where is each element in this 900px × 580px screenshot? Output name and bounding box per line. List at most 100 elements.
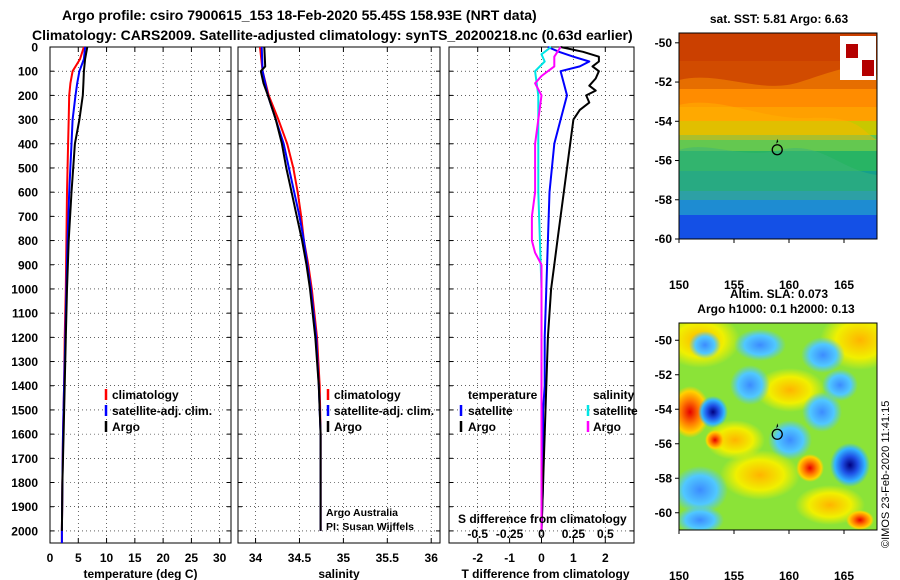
- sla-eddy: [705, 430, 725, 450]
- annotation-credit: PI: Susan Wijffels: [326, 521, 414, 533]
- argo-profile-marker: [771, 144, 783, 156]
- title-line-2: Climatology: CARS2009. Satellite-adjuste…: [32, 27, 633, 43]
- depth-tick-label: 900: [18, 258, 38, 272]
- sla-eddy: [679, 506, 724, 530]
- x-tick-label: 0: [47, 551, 54, 565]
- top-x-tick-label: 0.5: [597, 527, 614, 541]
- legend-header-salinity: salinity: [593, 388, 635, 402]
- sla-eddy: [802, 392, 842, 432]
- x-tick-label: 25: [185, 551, 199, 565]
- sst-band: [679, 89, 877, 107]
- lat-tick-label: -50: [655, 333, 673, 347]
- depth-tick-label: 1400: [11, 379, 38, 393]
- lat-tick-label: -50: [655, 36, 673, 50]
- lat-tick-label: -54: [655, 402, 673, 416]
- sla-eddy: [689, 331, 721, 359]
- top-x-tick-label: -0.5: [467, 527, 488, 541]
- sla-eddy: [830, 443, 870, 487]
- lat-tick-label: -58: [655, 193, 673, 207]
- x-axis-label: temperature (deg C): [83, 567, 197, 580]
- x-tick-label: 10: [100, 551, 114, 565]
- x-tick-label: -2: [472, 551, 483, 565]
- top-x-tick-label: -0.25: [496, 527, 524, 541]
- sla-eddy: [720, 450, 800, 500]
- argo-track-marker: [776, 138, 779, 144]
- depth-tick-label: 800: [18, 234, 38, 248]
- sst-patch: [846, 44, 858, 58]
- sst-band: [679, 107, 877, 121]
- legend-label: climatology: [334, 388, 401, 402]
- depth-tick-label: 1800: [11, 476, 38, 490]
- depth-tick-label: 700: [18, 210, 38, 224]
- lat-tick-label: -60: [655, 506, 673, 520]
- x-tick-label: 2: [602, 551, 609, 565]
- plot-frame: [237, 46, 441, 544]
- lat-tick-label: -58: [655, 471, 673, 485]
- sst-patch: [679, 102, 877, 140]
- top-x-tick-label: 0: [538, 527, 545, 541]
- series-line-temperature-argo: [540, 46, 600, 531]
- sla-map-title-line-1: Altim. SLA: 0.073: [730, 287, 828, 301]
- sst-band: [679, 215, 877, 239]
- sla-eddy: [730, 365, 770, 405]
- sst-map: -50 -52 -54 -56 -58 -60 150 155 160 165 sat. SST: …: [655, 12, 878, 292]
- plot-frame: [49, 46, 232, 544]
- lat-tick-label: -52: [655, 368, 673, 382]
- series-line-salinity-argo: [530, 46, 562, 531]
- x-tick-label: 35.5: [376, 551, 400, 565]
- sla-map: -50 -52 -54 -56 -58 -60 150 155 160 165 Altim. SLA…: [655, 287, 878, 580]
- legend-label: Argo: [468, 420, 496, 434]
- legend-label: climatology: [112, 388, 179, 402]
- temperature-panel: 0 5 10 15 20 25 30 temperature (deg C) climatolo…: [47, 46, 232, 580]
- title-line-1: Argo profile: csiro 7900615_153 18-Feb-2…: [62, 7, 537, 23]
- sla-eddy: [796, 454, 824, 482]
- x-tick-label: 15: [128, 551, 142, 565]
- x-tick-label: 34.5: [288, 551, 312, 565]
- depth-tick-label: 100: [18, 65, 38, 79]
- top-axis-label: S difference from climatology: [458, 512, 627, 526]
- legend-label: Argo: [593, 420, 621, 434]
- x-tick-label: 5: [75, 551, 82, 565]
- map-frame: [678, 322, 878, 531]
- legend-label: Argo: [334, 420, 362, 434]
- sla-eddy: [679, 386, 710, 438]
- imos-credit: ©IMOS 23-Feb-2020 11:41:15: [880, 400, 892, 548]
- x-tick-label: -1: [504, 551, 515, 565]
- lon-tick-label: 150: [669, 569, 689, 580]
- map-frame: [678, 32, 878, 240]
- x-tick-label: 1: [570, 551, 577, 565]
- lon-tick-label: 150: [669, 278, 689, 292]
- depth-tick-label: 1300: [11, 355, 38, 369]
- depth-tick-label: 1900: [11, 500, 38, 514]
- legend-label: Argo: [112, 420, 140, 434]
- legend-label: satellite: [593, 404, 638, 418]
- depth-tick-label: 600: [18, 186, 38, 200]
- depth-tick-label: 400: [18, 137, 38, 151]
- sst-patch: [862, 60, 874, 76]
- depth-tick-label: 1200: [11, 331, 38, 345]
- lat-tick-label: -54: [655, 114, 673, 128]
- sst-band: [679, 121, 877, 135]
- series-line-temperature-satellite: [540, 46, 591, 531]
- lon-tick-label: 155: [724, 278, 744, 292]
- sst-warm-patch: [679, 33, 877, 86]
- annotation-credit: Argo Australia: [326, 507, 398, 519]
- depth-tick-label: 1000: [11, 282, 38, 296]
- x-tick-label: 20: [156, 551, 170, 565]
- sst-field: [679, 33, 877, 239]
- x-tick-label: 36: [425, 551, 439, 565]
- x-axis-label: salinity: [318, 567, 360, 580]
- series-line-argo: [259, 46, 322, 531]
- depth-tick-label: 0: [31, 41, 38, 55]
- depth-tick-label: 1700: [11, 452, 38, 466]
- series-line-satellite-adj-clim-: [60, 46, 87, 543]
- sst-band: [679, 135, 877, 151]
- lon-tick-label: 155: [724, 569, 744, 580]
- sla-eddy: [801, 337, 845, 373]
- lat-tick-label: -60: [655, 232, 673, 246]
- legend-label: satellite-adj. clim.: [112, 404, 212, 418]
- sla-eddy: [705, 420, 765, 460]
- salinity-panel: 34 34.5 35 35.5 36 salinity climatology satelli…: [237, 46, 441, 580]
- sla-eddy: [734, 329, 786, 361]
- argo-track-marker: [776, 423, 779, 429]
